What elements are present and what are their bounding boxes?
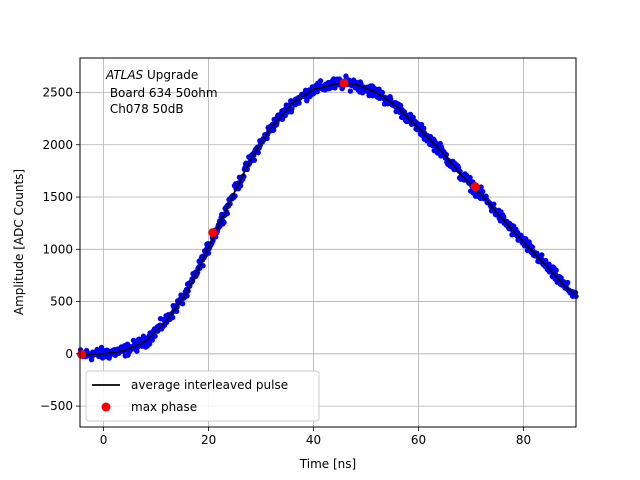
- sample-point: [553, 267, 559, 273]
- legend: average interleaved pulse max phase: [85, 370, 320, 422]
- max-phase-point: [77, 349, 87, 359]
- sample-point: [410, 114, 416, 121]
- x-axis-label: Time [ns]: [299, 457, 356, 471]
- sample-point: [565, 279, 571, 286]
- plot-frame: [79, 57, 577, 428]
- y-tick-label: −500: [40, 399, 73, 413]
- sample-point: [179, 300, 186, 307]
- x-tick-label: 20: [201, 433, 216, 447]
- sample-point: [387, 96, 394, 102]
- channel-annotation: Ch078 50dB: [106, 102, 184, 116]
- y-tick-label: 500: [50, 295, 73, 309]
- sample-point: [88, 356, 95, 363]
- sample-point: [279, 116, 286, 122]
- y-axis-label: Amplitude [ADC Counts]: [12, 169, 26, 315]
- y-tick-label: 2500: [42, 85, 73, 99]
- max-phase-point: [470, 182, 480, 192]
- sample-point: [539, 252, 545, 258]
- x-tick-label: 0: [100, 433, 108, 447]
- sample-point: [149, 337, 155, 343]
- legend-label-max-phase: max phase: [131, 400, 197, 414]
- y-tick-label: 1000: [42, 242, 73, 256]
- y-tick-label: 1500: [42, 190, 73, 204]
- sample-point: [152, 333, 158, 339]
- sample-point: [317, 78, 324, 84]
- legend-dot-swatch: [101, 402, 111, 412]
- atlas-label: ATLAS: [105, 68, 144, 82]
- tick-layer: 0 20 40 60 80 −500 0 500 1000 1500 2000 2500: [40, 85, 531, 447]
- upgrade-label: Upgrade: [143, 68, 198, 82]
- y-tick-label: 0: [65, 347, 73, 361]
- board-annotation: Board 634 50ohm: [106, 86, 218, 100]
- sample-point: [332, 85, 338, 91]
- sample-point: [169, 314, 176, 321]
- legend-box: [85, 370, 320, 422]
- max-phase-point: [208, 228, 218, 238]
- sample-point: [296, 100, 302, 106]
- sample-point: [224, 210, 231, 217]
- sample-point: [251, 157, 258, 163]
- max-phase-layer: [77, 78, 480, 359]
- sample-point: [347, 88, 354, 94]
- x-tick-label: 40: [306, 433, 321, 447]
- sample-point: [421, 125, 427, 132]
- sample-point: [289, 106, 295, 112]
- sample-point: [379, 89, 386, 96]
- sample-point: [221, 219, 227, 226]
- sample-point: [376, 86, 382, 92]
- sample-point: [478, 184, 484, 190]
- legend-label-average-pulse: average interleaved pulse: [131, 378, 288, 392]
- sample-point: [491, 201, 497, 207]
- sample-point: [480, 188, 486, 195]
- x-tick-label: 80: [516, 433, 531, 447]
- atlas-annotation-line1: ATLAS Upgrade: [105, 68, 198, 82]
- y-tick-label: 2000: [42, 138, 73, 152]
- max-phase-point: [339, 78, 349, 88]
- x-tick-label: 60: [411, 433, 426, 447]
- sample-point: [200, 263, 206, 269]
- sample-point: [173, 308, 180, 315]
- sample-point: [146, 341, 153, 347]
